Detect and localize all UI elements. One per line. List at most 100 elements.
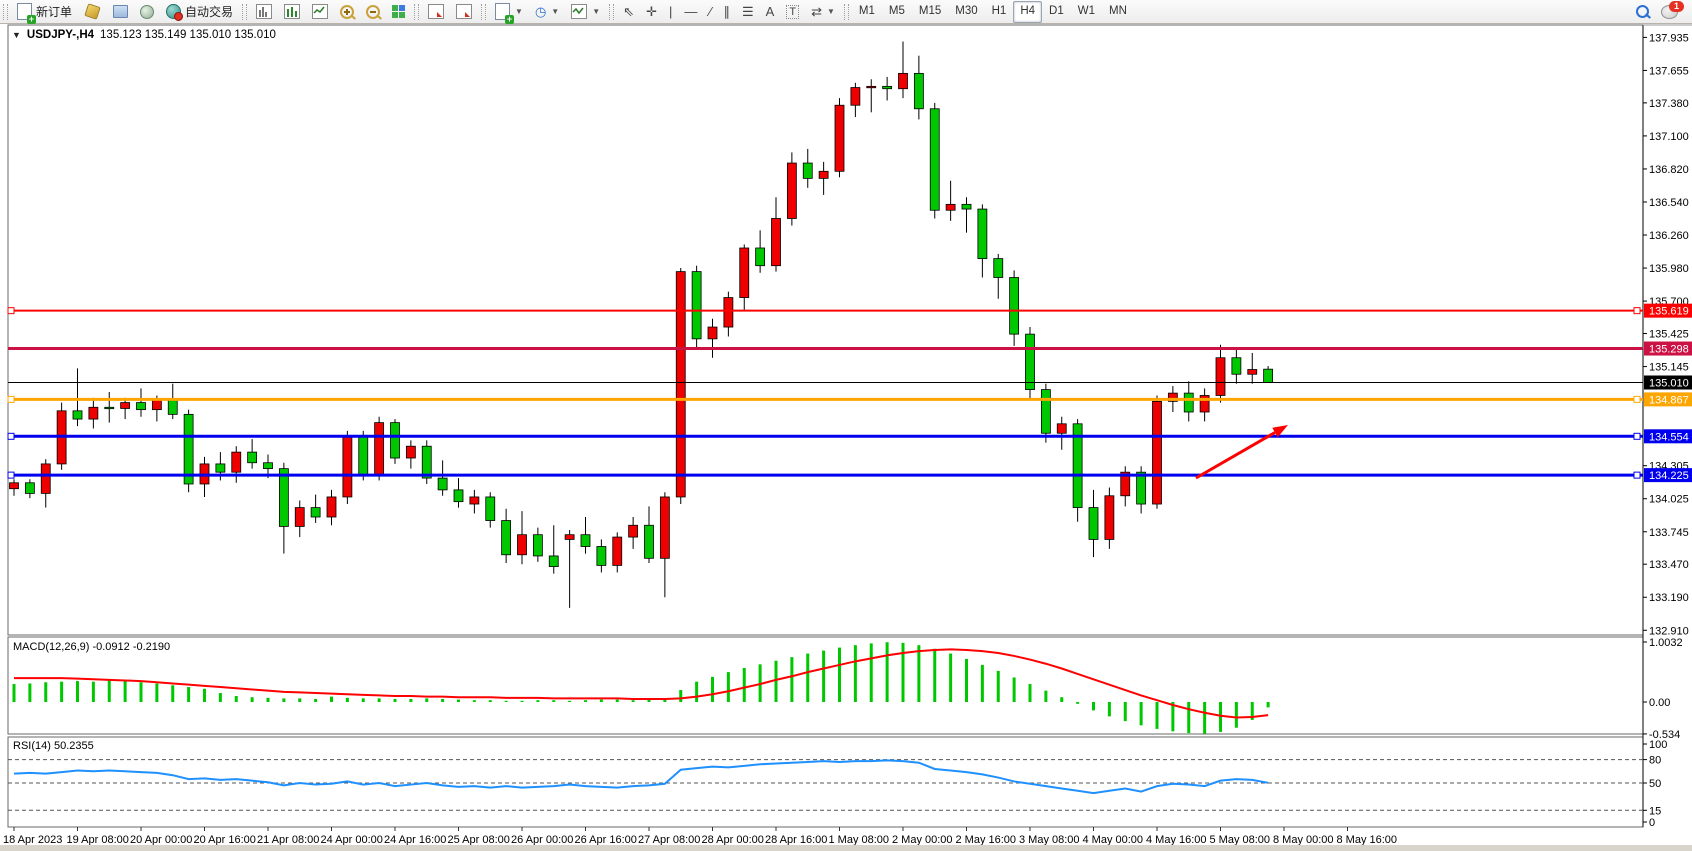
svg-text:133.470: 133.470	[1649, 559, 1689, 571]
timeframe-button-m5[interactable]: M5	[888, 4, 905, 17]
macd-panel: 1.0032 0.00 -0.534	[12, 637, 1683, 741]
svg-text:136.820: 136.820	[1649, 164, 1689, 176]
zoom-in-button[interactable]	[334, 0, 360, 23]
svg-text:135.425: 135.425	[1649, 329, 1689, 341]
svg-text:137.100: 137.100	[1649, 131, 1689, 143]
line-handle	[1633, 395, 1641, 403]
line-handle	[1633, 471, 1641, 479]
timeframe-button-h1[interactable]: H1	[991, 4, 1007, 17]
auto-scroll-button[interactable]	[422, 0, 450, 23]
candlestick-chart-button[interactable]	[278, 0, 306, 23]
template-button[interactable]: ▼	[565, 0, 606, 23]
chart-window[interactable]: ▼ USDJPY-,H4 135.123 135.149 135.010 135…	[0, 24, 1692, 851]
timeframe-button-m30[interactable]: M30	[955, 4, 978, 17]
crosshair-tool-button[interactable]: ✛	[640, 0, 663, 23]
chevron-down-icon: ▼	[515, 7, 523, 16]
toolbar-grip[interactable]	[414, 3, 420, 20]
svg-text:20 Apr 00:00: 20 Apr 00:00	[130, 834, 192, 846]
horizontal-line-tool-button[interactable]: —	[678, 0, 703, 23]
timeframe-button-w1[interactable]: W1	[1077, 4, 1095, 17]
bar-chart-button[interactable]	[250, 0, 278, 23]
svg-text:19 Apr 08:00: 19 Apr 08:00	[67, 834, 129, 846]
timeframe-button-m15[interactable]: M15	[918, 4, 942, 17]
svg-text:26 Apr 00:00: 26 Apr 00:00	[511, 834, 573, 846]
chart-shift-button[interactable]	[450, 0, 478, 23]
svg-text:0: 0	[1649, 817, 1655, 829]
svg-text:27 Apr 08:00: 27 Apr 08:00	[638, 834, 700, 846]
zoom-in-icon	[340, 4, 355, 19]
market-watch-button[interactable]	[78, 0, 107, 23]
chart-shift-icon	[456, 4, 473, 19]
price-axis[interactable]: 137.935 137.655 137.380 137.100 136.820 136.5…	[1643, 32, 1689, 637]
cursor-icon: ⇖	[623, 3, 635, 19]
svg-text:133.745: 133.745	[1649, 527, 1689, 539]
svg-text:137.655: 137.655	[1649, 65, 1689, 77]
line-handle	[7, 432, 15, 440]
svg-text:25 Apr 08:00: 25 Apr 08:00	[448, 834, 510, 846]
cursor-tool-button[interactable]: ⇖	[617, 0, 640, 23]
svg-text:134.554: 134.554	[1649, 431, 1689, 443]
toolbar-grip[interactable]	[481, 3, 487, 20]
chart-canvas[interactable]: 137.935 137.655 137.380 137.100 136.820 136.5…	[0, 24, 1692, 851]
tile-windows-button[interactable]	[386, 0, 411, 23]
svg-text:50: 50	[1649, 778, 1661, 790]
time-axis[interactable]: 18 Apr 2023 19 Apr 08:00 20 Apr 00:00 20 Ap…	[3, 827, 1397, 846]
arrows-icon: ⇄	[811, 3, 822, 19]
timeframe-button-mn[interactable]: MN	[1108, 4, 1127, 17]
arrows-tool-button[interactable]: ⇄ ▼	[805, 0, 841, 23]
trend-arrow[interactable]	[1195, 425, 1288, 480]
timeframe-button-d1[interactable]: D1	[1049, 4, 1064, 17]
line-chart-button[interactable]	[306, 0, 334, 23]
timeframe-button-m1[interactable]: M1	[858, 4, 875, 17]
candlestick-chart-icon	[284, 4, 301, 19]
svg-text:18 Apr 2023: 18 Apr 2023	[3, 834, 62, 846]
line-chart-icon	[312, 4, 329, 19]
notifications-button[interactable]: 1	[1655, 0, 1684, 23]
channel-icon: ∥	[723, 3, 731, 19]
fibonacci-tool-button[interactable]: ☰	[736, 0, 760, 23]
autotrading-button[interactable]: 自动交易	[160, 0, 239, 23]
channel-tool-button[interactable]: ∥	[718, 0, 737, 23]
svg-text:28 Apr 00:00: 28 Apr 00:00	[702, 834, 764, 846]
svg-text:-0.534: -0.534	[1649, 729, 1680, 741]
zoom-out-button[interactable]	[360, 0, 386, 23]
svg-text:21 Apr 08:00: 21 Apr 08:00	[257, 834, 319, 846]
navigator-icon	[113, 5, 129, 18]
svg-text:5 May 08:00: 5 May 08:00	[1210, 834, 1271, 846]
toolbar-grip[interactable]	[843, 3, 849, 20]
tile-windows-icon	[392, 5, 406, 18]
svg-text:0.00: 0.00	[1649, 697, 1670, 709]
navigator-button[interactable]	[107, 0, 134, 23]
clock-icon: ◷	[534, 3, 547, 19]
new-chart-button[interactable]: ▼	[489, 0, 529, 24]
toolbar-grip[interactable]	[3, 3, 8, 20]
chart-title: ▼ USDJPY-,H4 135.123 135.149 135.010 135…	[12, 29, 276, 41]
toolbar-grip[interactable]	[609, 3, 615, 20]
label-tool-button[interactable]: T	[780, 0, 805, 23]
search-button[interactable]	[1630, 0, 1655, 23]
symbol-dropdown-icon[interactable]: ▼	[12, 30, 21, 40]
svg-text:136.540: 136.540	[1649, 197, 1689, 209]
chevron-down-icon: ▼	[826, 7, 835, 16]
template-icon	[571, 4, 588, 19]
svg-text:4 May 16:00: 4 May 16:00	[1146, 834, 1207, 846]
svg-text:133.190: 133.190	[1649, 592, 1689, 604]
svg-text:135.298: 135.298	[1649, 344, 1689, 356]
terminal-button[interactable]	[134, 0, 160, 23]
rsi-line	[13, 759, 1269, 795]
text-tool-button[interactable]: A	[760, 0, 781, 23]
notification-badge: 1	[1669, 0, 1684, 12]
macd-signal-line	[14, 648, 1269, 719]
vertical-line-icon: |	[668, 4, 673, 19]
price-lines-layer[interactable]: 135.619 135.298 135.010 134.867 134.554 134.2…	[7, 303, 1692, 483]
timeframe-button-h4[interactable]: H4	[1013, 0, 1043, 23]
label-icon: T	[786, 4, 800, 19]
svg-text:137.380: 137.380	[1649, 98, 1689, 110]
trendline-tool-button[interactable]: ∕	[703, 0, 717, 23]
period-button[interactable]: ◷ ▼	[529, 0, 565, 23]
toolbar-grip[interactable]	[242, 3, 248, 20]
autotrading-icon	[166, 4, 184, 21]
vertical-line-tool-button[interactable]: |	[663, 0, 678, 23]
new-order-button[interactable]: 新订单	[11, 0, 78, 24]
line-handle	[7, 395, 15, 403]
